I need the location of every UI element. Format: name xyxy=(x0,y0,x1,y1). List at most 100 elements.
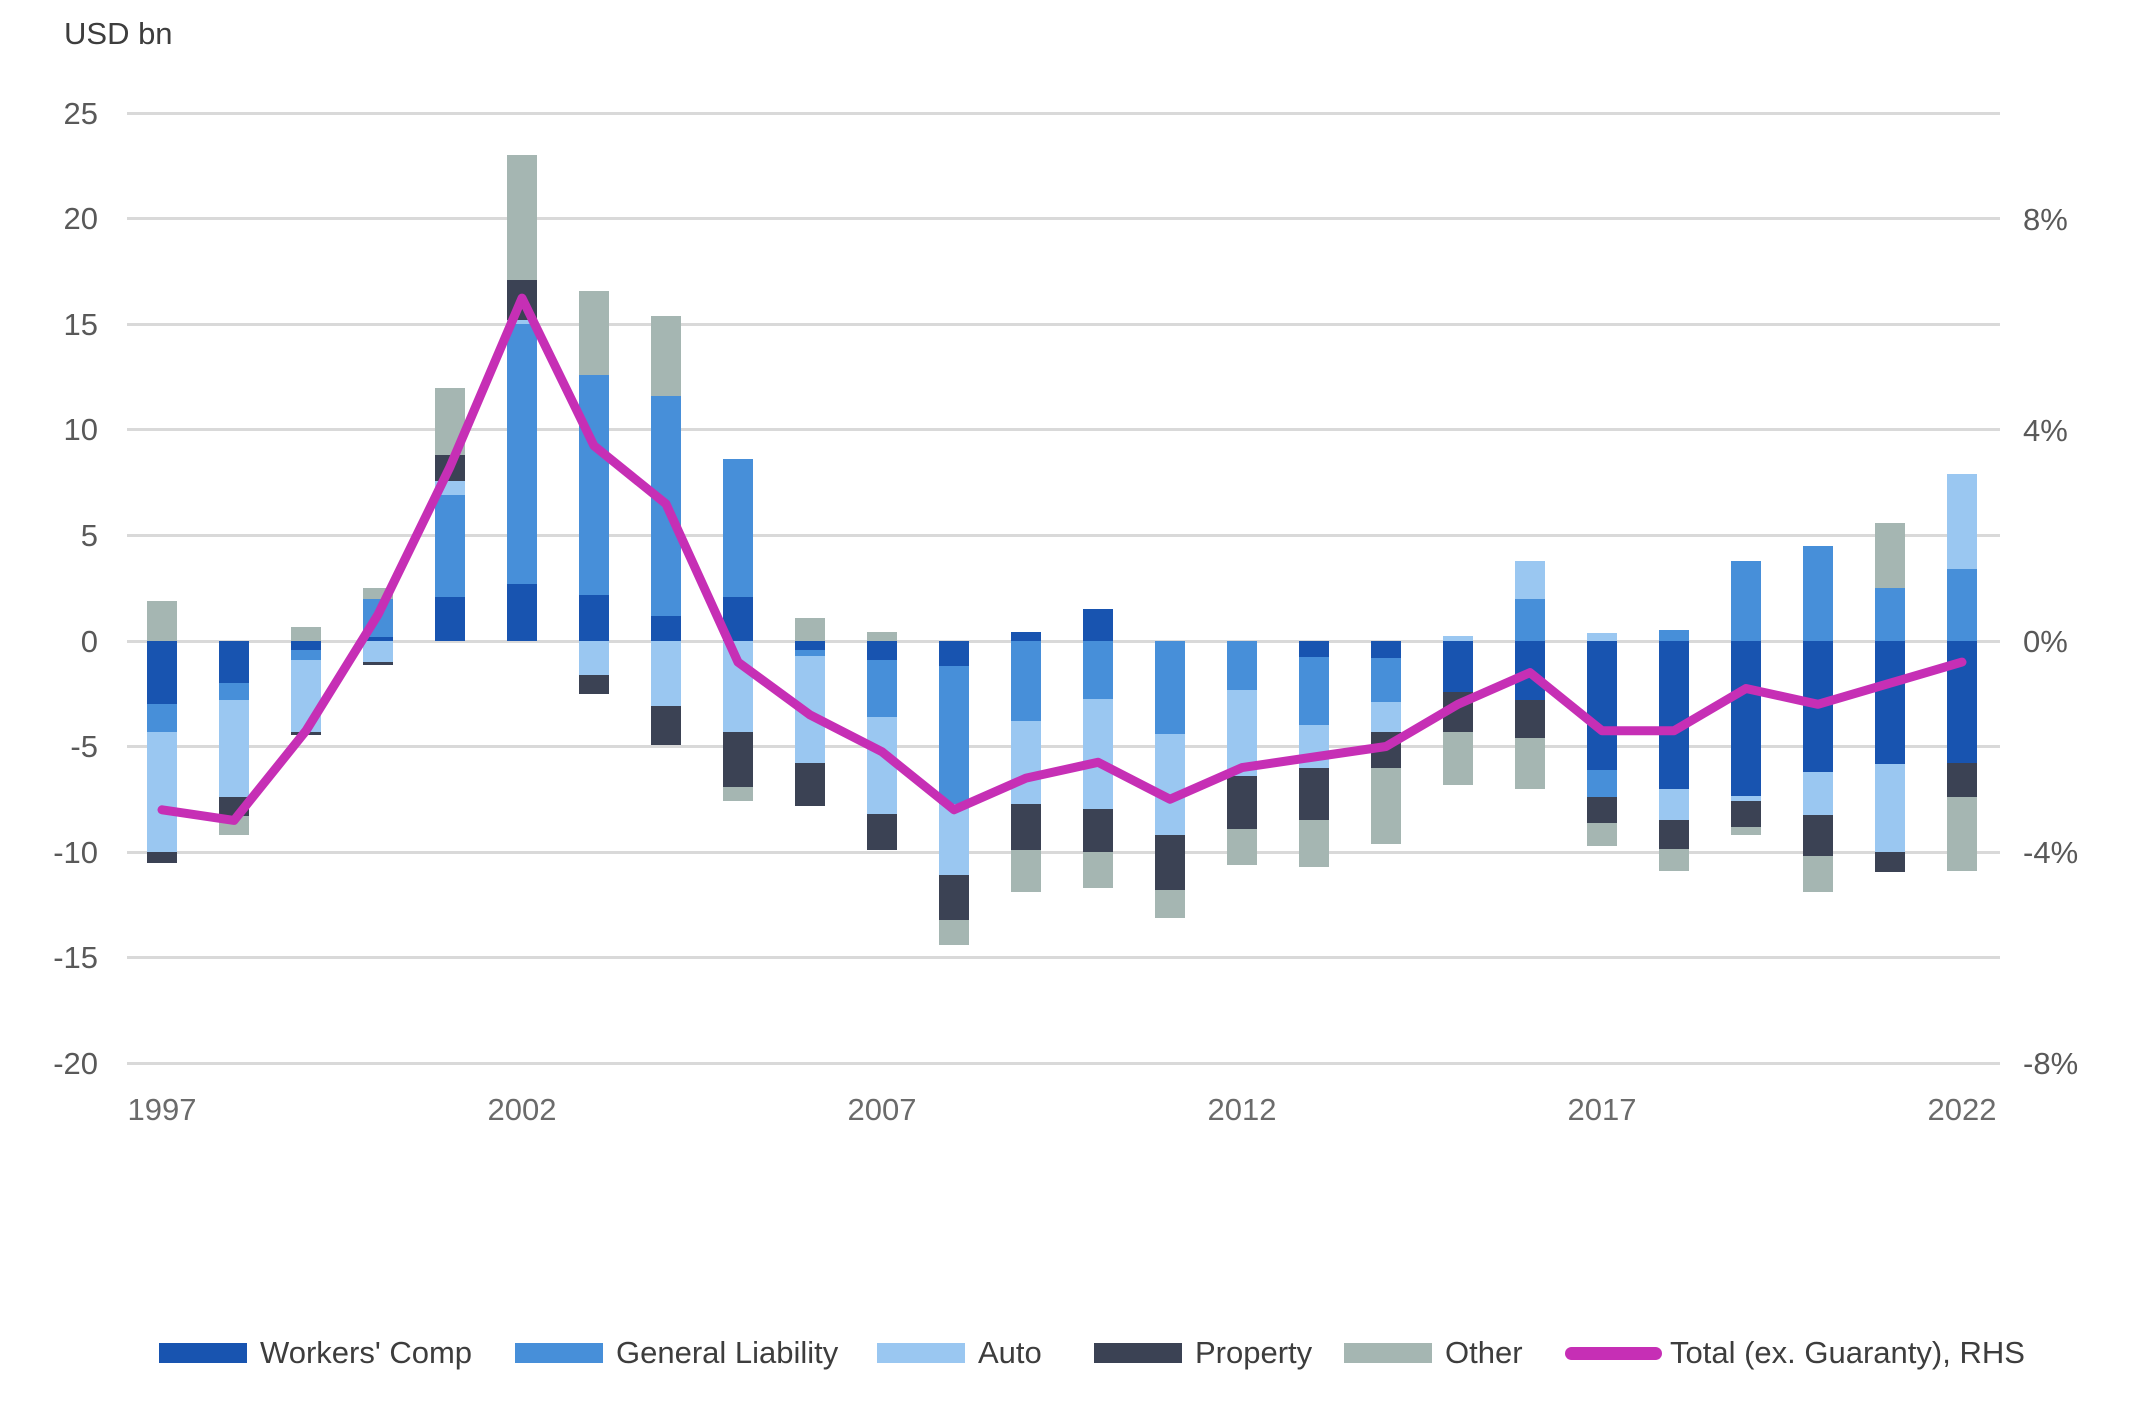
bar-segment-property-2013 xyxy=(1299,767,1329,821)
bar-segment-general-liability-2011 xyxy=(1155,641,1185,734)
gridline xyxy=(127,111,2000,115)
bar-segment-other-2021 xyxy=(1875,522,1905,589)
bar-segment-other-2020 xyxy=(1803,856,1833,893)
total-line xyxy=(157,293,1967,825)
legend-label: Other xyxy=(1445,1335,1523,1370)
bar-segment-workers-comp-2001 xyxy=(435,596,465,641)
bar-segment-general-liability-2008 xyxy=(939,666,969,804)
left-axis-title: USD bn xyxy=(64,16,173,51)
bar-segment-workers-comp-2018 xyxy=(1659,641,1689,789)
bar-segment-property-2009 xyxy=(1011,803,1041,850)
gridline xyxy=(127,850,2000,854)
legend-label: Auto xyxy=(978,1335,1042,1370)
bar-segment-other-1997 xyxy=(147,600,177,641)
bar-segment-workers-comp-2010 xyxy=(1083,609,1113,641)
bar-segment-property-2007 xyxy=(867,814,897,850)
bar-segment-other-2002 xyxy=(507,155,537,281)
legend-item-other: Other xyxy=(1344,1335,1523,1370)
legend-item-total-line: Total (ex. Guaranty), RHS xyxy=(1565,1335,2025,1370)
bar-segment-auto-2009 xyxy=(1011,721,1041,804)
bar-segment-property-2001 xyxy=(435,455,465,481)
legend-label: Property xyxy=(1195,1335,1313,1370)
left-axis-tick-label: 15 xyxy=(63,306,98,342)
bar-segment-other-2011 xyxy=(1155,890,1185,918)
bar-segment-workers-comp-2003 xyxy=(579,594,609,641)
bar-segment-general-liability-2010 xyxy=(1083,641,1113,700)
bar-segment-property-2012 xyxy=(1227,776,1257,829)
bar-segment-workers-comp-2019 xyxy=(1731,641,1761,797)
bar-segment-property-2014 xyxy=(1371,731,1401,768)
bar-segment-other-2010 xyxy=(1083,852,1113,888)
bar-segment-auto-1999 xyxy=(291,659,321,732)
right-axis-tick-label: 8% xyxy=(2023,201,2068,237)
bar-segment-property-2010 xyxy=(1083,808,1113,853)
bar-segment-property-1998 xyxy=(219,797,249,817)
bar-segment-auto-2004 xyxy=(651,641,681,707)
bar-segment-auto-2003 xyxy=(579,641,609,675)
bar-segment-property-1999 xyxy=(291,731,321,735)
gridline xyxy=(127,322,2000,326)
left-axis-tick-label: -5 xyxy=(70,729,98,765)
legend-item-general-liability: General Liability xyxy=(515,1335,838,1370)
bar-segment-workers-comp-2005 xyxy=(723,596,753,641)
bar-segment-other-2004 xyxy=(651,315,681,397)
bar-segment-general-liability-2004 xyxy=(651,396,681,616)
bar-segment-workers-comp-2021 xyxy=(1875,641,1905,765)
bar-segment-auto-2021 xyxy=(1875,764,1905,853)
bar-segment-other-2012 xyxy=(1227,828,1257,865)
bar-segment-workers-comp-2015 xyxy=(1443,641,1473,692)
bar-segment-workers-comp-2017 xyxy=(1587,641,1617,770)
legend-item-workers-comp: Workers' Comp xyxy=(159,1335,472,1370)
bar-segment-general-liability-2001 xyxy=(435,495,465,597)
property-swatch-icon xyxy=(1094,1343,1182,1363)
bar-segment-other-2005 xyxy=(723,786,753,802)
bar-segment-property-2002 xyxy=(507,280,537,321)
bar-segment-property-1997 xyxy=(147,852,177,863)
bar-segment-other-2009 xyxy=(1011,849,1041,893)
bar-segment-workers-comp-2020 xyxy=(1803,641,1833,772)
bar-segment-general-liability-2013 xyxy=(1299,656,1329,726)
left-axis-tick-label: 25 xyxy=(63,95,98,131)
bar-segment-auto-1997 xyxy=(147,731,177,853)
bar-segment-property-2019 xyxy=(1731,801,1761,827)
bar-segment-general-liability-2021 xyxy=(1875,588,1905,641)
bar-segment-workers-comp-2013 xyxy=(1299,641,1329,657)
bar-segment-general-liability-2007 xyxy=(867,659,897,717)
bar-segment-other-2013 xyxy=(1299,820,1329,867)
left-axis-tick-label: 10 xyxy=(63,412,98,448)
bar-segment-general-liability-2019 xyxy=(1731,560,1761,641)
x-axis-tick-label: 2007 xyxy=(847,1092,917,1127)
right-axis-tick-label: -4% xyxy=(2023,834,2079,870)
total-line-swatch-icon xyxy=(1565,1346,1662,1360)
left-axis-tick-label: 0 xyxy=(80,623,98,659)
left-axis-tick-label: -15 xyxy=(53,940,98,976)
bar-segment-general-liability-2000 xyxy=(363,598,393,637)
legend-item-auto: Auto xyxy=(877,1335,1042,1370)
bar-segment-auto-2005 xyxy=(723,641,753,732)
bar-segment-general-liability-2012 xyxy=(1227,641,1257,690)
bar-segment-general-liability-1999 xyxy=(291,650,321,660)
bar-segment-other-2015 xyxy=(1443,731,1473,785)
bar-segment-other-2018 xyxy=(1659,848,1689,872)
bar-segment-workers-comp-1997 xyxy=(147,641,177,705)
bar-segment-other-2016 xyxy=(1515,738,1545,789)
bar-segment-general-liability-1998 xyxy=(219,683,249,701)
bar-segment-general-liability-2020 xyxy=(1803,546,1833,641)
auto-swatch-icon xyxy=(877,1343,965,1363)
bar-segment-auto-2020 xyxy=(1803,771,1833,816)
bar-segment-property-2018 xyxy=(1659,820,1689,849)
bar-segment-general-liability-2014 xyxy=(1371,657,1401,703)
bar-segment-general-liability-2002 xyxy=(507,324,537,584)
gridline xyxy=(127,1061,2000,1065)
legend-item-property: Property xyxy=(1094,1335,1312,1370)
bar-segment-general-liability-2005 xyxy=(723,459,753,597)
bar-segment-other-2022 xyxy=(1947,797,1977,872)
bar-segment-property-2016 xyxy=(1515,700,1545,739)
bar-segment-auto-2017 xyxy=(1587,632,1617,641)
bar-segment-auto-2001 xyxy=(435,480,465,496)
bar-segment-workers-comp-1998 xyxy=(219,641,249,684)
bar-segment-general-liability-2009 xyxy=(1011,641,1041,722)
bar-segment-workers-comp-2008 xyxy=(939,641,969,667)
bar-segment-other-2001 xyxy=(435,387,465,456)
